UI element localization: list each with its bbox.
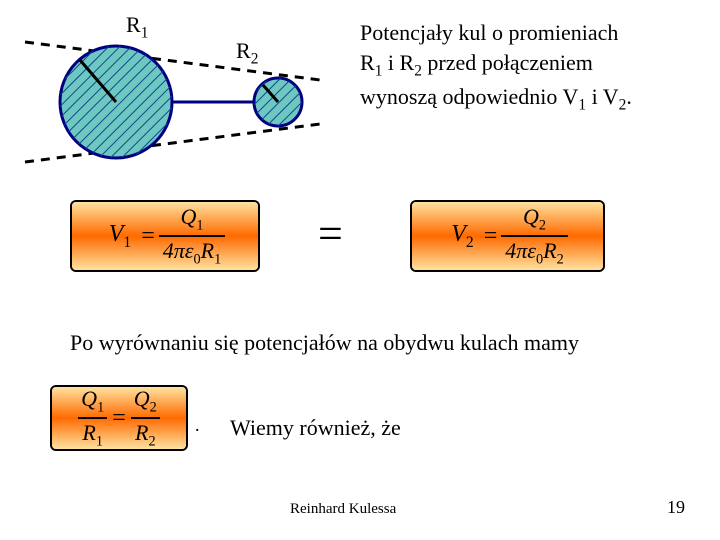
period: .: [195, 415, 200, 436]
spheres-svg: [20, 10, 330, 180]
label-r1: R1: [126, 12, 148, 42]
equals-sign: =: [318, 208, 343, 259]
slide: R1 R2 Potencjały kul o promieniach R1 i …: [0, 0, 720, 540]
wiemy-text: Wiemy również, że: [230, 415, 401, 441]
diagram: R1 R2: [20, 10, 330, 180]
footer-author: Reinhard Kulessa: [290, 501, 396, 518]
label-r2: R2: [236, 38, 258, 68]
formula-q-ratio: Q1 R1 = Q2 R2: [50, 385, 188, 451]
formula-v2: V2 = Q2 4πε0R2: [410, 200, 605, 272]
formula-v1: V1 = Q1 4πε0R1: [70, 200, 260, 272]
mid-text: Po wyrównaniu się potencjałów na obydwu …: [70, 330, 579, 356]
intro-text: Potencjały kul o promieniach R1 i R2 prz…: [360, 18, 690, 116]
footer-page-number: 19: [667, 497, 685, 518]
